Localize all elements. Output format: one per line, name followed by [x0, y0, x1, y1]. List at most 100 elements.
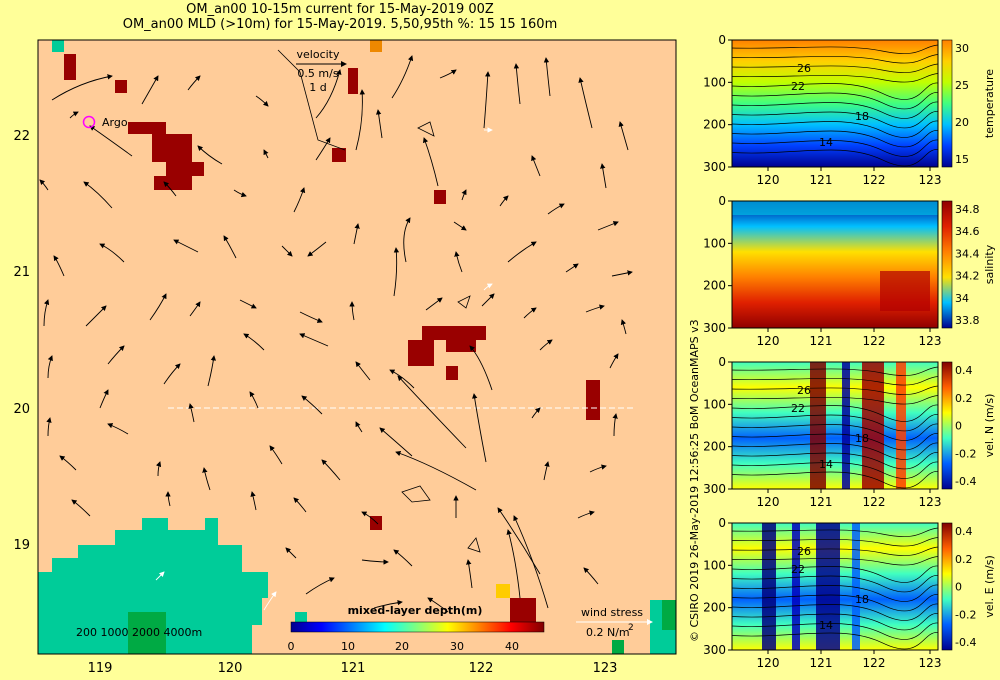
panel-vel-n: 26 22 18 14 0 100 200 300 120 121 122 123 0.4 0.2 0 -0.… — [703, 355, 996, 509]
panel-vel-n-contour-label-1: 22 — [791, 402, 805, 415]
credit-text: © CSIRO 2019 26-May-2019 12:56:25 BoM Oc… — [688, 319, 701, 642]
panel-salinity-ytick-1: 100 — [703, 236, 726, 250]
panel-temperature-label: temperature — [983, 69, 996, 138]
panel-vel-n-ytick-2: 200 — [703, 440, 726, 454]
panel-vel-e-ytick-1: 100 — [703, 558, 726, 572]
panel-temperature-ytick-3: 300 — [703, 160, 726, 174]
panel-vel-n-cbtick-0: 0.4 — [955, 364, 973, 377]
map-x-tick-122: 122 — [469, 661, 494, 676]
panel-salinity-colorbar — [941, 200, 953, 329]
current-vectors — [39, 55, 633, 613]
panel-temperature-frame — [731, 39, 939, 168]
panel-vel-n-contour-label-2: 18 — [855, 432, 869, 445]
panel-temperature-cbtick-0: 30 — [955, 42, 969, 55]
map-y-axis: 22 21 20 19 — [13, 129, 30, 553]
title-line-2: OM_an00 MLD (>10m) for 15-May-2019. 5,50… — [122, 17, 558, 32]
panel-salinity-cbtick-0: 34.8 — [955, 203, 980, 216]
panel-vel-e-cbtick-2: 0 — [955, 581, 962, 594]
panel-vel-n-band-1 — [842, 362, 850, 489]
colorbar-tick-1: 10 — [341, 640, 355, 653]
panel-vel-e-contour-label-2: 18 — [855, 593, 869, 606]
panel-vel-e-cbtick-3: -0.2 — [955, 608, 976, 621]
wind-key-value: 0.2 N/m — [586, 626, 630, 639]
colorbar-title: mixed-layer depth(m) — [348, 604, 483, 617]
panel-temperature-contour-label-0: 26 — [797, 62, 811, 75]
panel-vel-n-ytick-1: 100 — [703, 397, 726, 411]
panel-vel-n-frame — [731, 361, 939, 490]
panel-vel-e-contour-label-3: 14 — [819, 619, 833, 632]
panel-salinity-xtick-0: 120 — [757, 334, 780, 348]
map-y-tick-22: 22 — [13, 129, 30, 144]
panel-temperature-ytick-0: 0 — [718, 33, 726, 47]
wind-key-exponent: 2 — [628, 623, 634, 633]
panel-vel-n-cbtick-4: -0.4 — [955, 475, 976, 488]
panel-vel-n-xtick-3: 123 — [919, 495, 942, 509]
mld-colorbar — [290, 621, 545, 633]
panel-vel-e-label: vel. E (m/s) — [983, 555, 996, 618]
velocity-key-speed: 0.5 m/s — [297, 67, 338, 80]
panel-salinity-cbtick-5: 33.8 — [955, 314, 980, 327]
panel-salinity-deep — [880, 271, 930, 311]
panel-salinity-xtick-2: 122 — [863, 334, 886, 348]
panel-vel-e-colorbar — [941, 522, 953, 651]
current-map: velocity 0.5 m/s 1 d Argo 200 1000 2000 … — [13, 39, 677, 676]
argo-float-marker — [82, 115, 96, 129]
panel-temperature-contour-label-1: 22 — [791, 80, 805, 93]
panel-vel-e-band-3 — [852, 523, 860, 650]
panel-vel-n-ytick-0: 0 — [718, 355, 726, 369]
panel-salinity: 0 100 200 300 120 121 122 123 34.8 34.6 34.4 34.2 34… — [703, 194, 996, 348]
map-y-tick-21: 21 — [13, 265, 30, 280]
panel-vel-e-ytick-3: 300 — [703, 643, 726, 657]
panel-temperature-contours — [731, 44, 939, 167]
panel-temperature-xtick-0: 120 — [757, 173, 780, 187]
panel-vel-n-xtick-2: 122 — [863, 495, 886, 509]
wind-key: wind stress 0.2 N/m 2 — [576, 606, 653, 639]
map-x-tick-120: 120 — [218, 661, 243, 676]
panel-temperature-field — [732, 40, 938, 167]
panel-vel-n-cbtick-1: 0.2 — [955, 392, 973, 405]
panel-vel-e-band-2 — [816, 523, 840, 650]
panel-temperature-xtick-1: 121 — [810, 173, 833, 187]
panel-temperature-ytick-2: 200 — [703, 118, 726, 132]
map-x-axis: 119 120 121 122 123 — [88, 661, 618, 676]
panel-salinity-label: salinity — [983, 244, 996, 284]
panel-vel-n-cbtick-3: -0.2 — [955, 447, 976, 460]
map-frame — [37, 39, 677, 655]
velocity-key-time: 1 d — [309, 81, 326, 94]
velocity-key-label: velocity — [297, 48, 340, 61]
wind-key-label: wind stress — [581, 606, 643, 619]
map-x-tick-119: 119 — [88, 661, 113, 676]
panel-salinity-frame — [731, 200, 939, 329]
panel-vel-e-ytick-2: 200 — [703, 601, 726, 615]
land-dark — [128, 600, 676, 654]
map-x-tick-123: 123 — [593, 661, 618, 676]
panel-vel-n-band-3 — [896, 362, 906, 489]
panel-vel-n-label: vel. N (m/s) — [983, 394, 996, 458]
panel-vel-e: 26 22 18 14 0 100 200 300 120 121 122 123 0.4 0.2 0 -0.… — [703, 516, 996, 670]
map-y-tick-20: 20 — [13, 402, 30, 417]
panel-salinity-xtick-3: 123 — [919, 334, 942, 348]
panel-temperature-cbtick-1: 25 — [955, 79, 969, 92]
title-line-1: OM_an00 10-15m current for 15-May-2019 0… — [186, 2, 494, 17]
map-y-tick-19: 19 — [13, 538, 30, 553]
panel-vel-n-contours — [731, 366, 939, 489]
panel-salinity-cbtick-4: 34 — [955, 292, 969, 305]
panel-salinity-cbtick-3: 34.2 — [955, 270, 980, 283]
panel-salinity-surface — [732, 201, 938, 215]
panel-temperature-contour-label-3: 14 — [819, 136, 833, 149]
velocity-key: velocity 0.5 m/s 1 d — [296, 48, 347, 94]
bathymetry-contours — [277, 49, 481, 553]
panel-temperature: 26 22 18 14 0 100 200 300 120 121 122 123 30 25 20 15 te… — [703, 33, 996, 187]
panel-vel-n-contour-label-0: 26 — [797, 384, 811, 397]
panel-vel-e-xtick-0: 120 — [757, 656, 780, 670]
panel-vel-n-cbtick-2: 0 — [955, 420, 962, 433]
panel-vel-n-field — [732, 362, 938, 489]
panel-temperature-contour-label-2: 18 — [855, 110, 869, 123]
panel-vel-e-contour-label-0: 26 — [797, 545, 811, 558]
panel-salinity-ytick-3: 300 — [703, 321, 726, 335]
panel-temperature-cbtick-3: 15 — [955, 153, 969, 166]
panel-vel-n-contour-label-3: 14 — [819, 458, 833, 471]
panel-temperature-ytick-1: 100 — [703, 75, 726, 89]
panel-temperature-cbtick-2: 20 — [955, 116, 969, 129]
land-vectors — [155, 127, 493, 611]
